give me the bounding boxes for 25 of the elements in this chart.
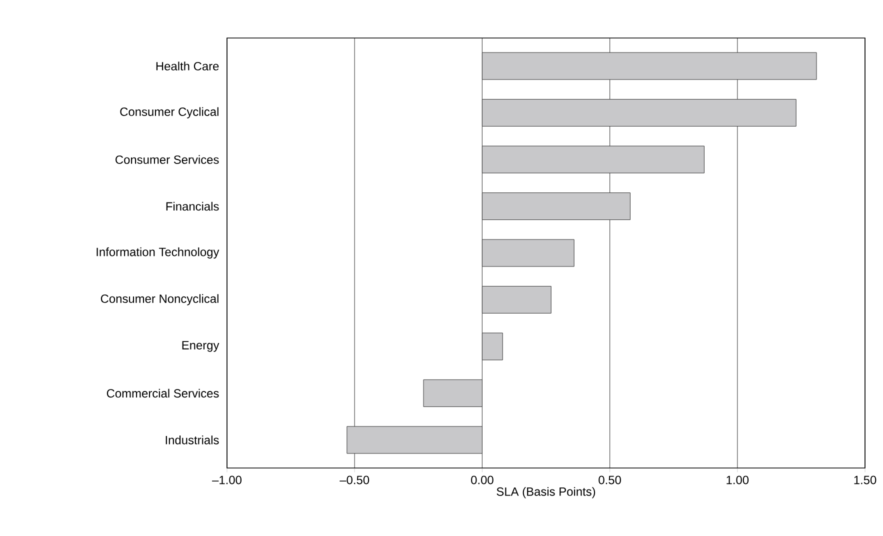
bar — [482, 99, 796, 127]
x-tick-label: –0.50 — [340, 476, 370, 484]
y-tick-label: Information Technology — [96, 247, 220, 259]
x-tick-label: 0.00 — [471, 476, 494, 484]
y-tick-label: Consumer Noncyclical — [100, 294, 218, 306]
x-tick-label: 0.50 — [598, 476, 621, 484]
bar — [482, 332, 503, 360]
x-axis-title: SLA (Basis Points) — [496, 487, 596, 498]
x-tick-label: 1.50 — [854, 476, 876, 484]
y-tick-label: Health Care — [156, 62, 219, 70]
y-tick-label: Industrials — [166, 436, 219, 444]
bar — [482, 239, 574, 267]
bar — [482, 52, 817, 80]
y-tick-label: Energy — [182, 341, 220, 352]
bar — [482, 146, 704, 174]
x-tick-label: –1.00 — [212, 476, 242, 484]
y-tick-label: Consumer Services — [116, 155, 219, 164]
bar — [346, 426, 482, 454]
y-tick-label: Financials — [166, 202, 219, 211]
bar — [482, 286, 552, 314]
bar — [482, 192, 630, 220]
bar — [423, 379, 482, 407]
x-tick-label: 1.00 — [726, 476, 749, 484]
y-tick-label: Commercial Services — [106, 388, 219, 398]
y-tick-label: Consumer Cyclical — [120, 107, 218, 118]
